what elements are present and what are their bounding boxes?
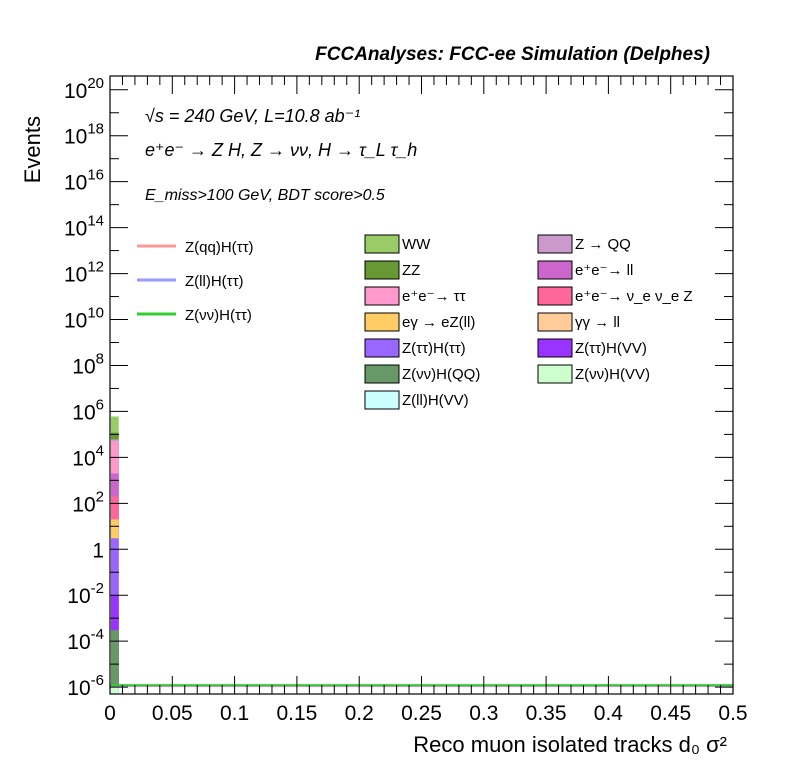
y-tick-label: 1014 xyxy=(64,213,104,241)
legend-swatch xyxy=(364,338,400,358)
info-energy-lumi: √s = 240 GeV, L=10.8 ab⁻¹ xyxy=(145,106,360,126)
legend-swatch xyxy=(537,234,573,254)
x-tick-labels: 0 0.05 0.1 0.15 0.2 0.25 0.3 0.35 0.4 0.45 0.5 xyxy=(104,702,747,725)
legend: Z(qq)H(ττ) Z(ll)H(ττ) Z(νν)H(ττ) WW ZZ e⁺e⁻→ … xyxy=(137,234,693,410)
legend-swatch xyxy=(364,286,400,306)
legend-swatch xyxy=(364,312,400,332)
x-tick-label: 0.45 xyxy=(650,702,691,725)
y-tick-label: 1010 xyxy=(64,305,104,333)
legend-swatch xyxy=(537,364,573,384)
x-axis-title: Reco muon isolated tracks d₀ σ² xyxy=(413,732,727,757)
x-tick-label: 0.05 xyxy=(152,702,193,725)
y-tick-label: 10-6 xyxy=(67,672,104,700)
legend-label: γγ → ll xyxy=(575,314,620,331)
legend-label: WW xyxy=(402,236,431,253)
x-tick-label: 0 xyxy=(104,702,116,725)
x-tick-label: 0.5 xyxy=(718,702,747,725)
x-tick-label: 0.3 xyxy=(469,702,498,725)
legend-line-label: Z(qq)H(ττ) xyxy=(185,239,254,256)
y-tick-label: 1016 xyxy=(64,167,104,195)
y-tick-label: 1012 xyxy=(64,259,104,287)
axis-ticks xyxy=(109,76,734,694)
info-cuts: E_miss>100 GeV, BDT score>0.5 xyxy=(145,187,385,204)
x-tick-label: 0.15 xyxy=(276,702,317,725)
legend-label: e⁺e⁻→ ll xyxy=(575,262,633,279)
legend-swatch xyxy=(537,286,573,306)
x-tick-label: 0.4 xyxy=(594,702,624,725)
legend-label: Z → QQ xyxy=(575,236,631,253)
legend-swatch xyxy=(537,260,573,280)
legend-swatch xyxy=(364,234,400,254)
legend-label: e⁺e⁻→ ν_e ν_e Z xyxy=(575,288,693,305)
y-tick-label: 1018 xyxy=(64,121,104,149)
y-tick-label: 104 xyxy=(72,442,104,470)
y-tick-label: 102 xyxy=(72,488,104,516)
info-process: e⁺e⁻ → Z H, Z → νν, H → τ_L τ_h xyxy=(145,140,417,160)
x-tick-label: 0.25 xyxy=(401,702,442,725)
y-tick-label: 1020 xyxy=(64,75,104,103)
stack-bar-12 xyxy=(111,687,119,694)
y-tick-label: 10-2 xyxy=(67,580,104,608)
legend-swatch xyxy=(364,260,400,280)
legend-label: Z(ττ)H(ττ) xyxy=(402,340,466,357)
legend-label: Z(ττ)H(VV) xyxy=(575,340,647,357)
legend-line-label: Z(ll)H(ττ) xyxy=(185,273,244,290)
y-tick-label: 106 xyxy=(72,396,104,424)
x-tick-label: 0.35 xyxy=(526,702,567,725)
stack-bar-10 xyxy=(111,630,119,694)
legend-swatch xyxy=(537,338,573,358)
legend-line-label: Z(νν)H(ττ) xyxy=(185,307,252,324)
y-axis-title: Events xyxy=(20,116,45,183)
legend-swatch xyxy=(364,364,400,384)
y-tick-label: 10-4 xyxy=(67,626,104,654)
legend-label: eγ → eZ(ll) xyxy=(402,314,475,331)
legend-swatch xyxy=(364,390,400,410)
legend-label: ZZ xyxy=(402,262,420,279)
legend-label: Z(νν)H(VV) xyxy=(575,366,650,383)
x-tick-label: 0.2 xyxy=(345,702,374,725)
stack-bars xyxy=(110,416,733,694)
legend-label: e⁺e⁻→ ττ xyxy=(402,288,466,305)
legend-swatch xyxy=(537,312,573,332)
x-tick-label: 0.1 xyxy=(220,702,249,725)
y-tick-labels: 1020 1018 1016 1014 1012 1010 108 106 104 102 1 10-… xyxy=(64,75,104,700)
legend-label: Z(ll)H(VV) xyxy=(402,392,469,409)
legend-label: Z(νν)H(QQ) xyxy=(402,366,480,383)
header-title: FCCAnalyses: FCC-ee Simulation (Delphes) xyxy=(315,44,710,65)
plot-frame xyxy=(109,75,734,695)
y-tick-label: 108 xyxy=(72,350,104,378)
y-tick-label: 1 xyxy=(92,539,104,562)
